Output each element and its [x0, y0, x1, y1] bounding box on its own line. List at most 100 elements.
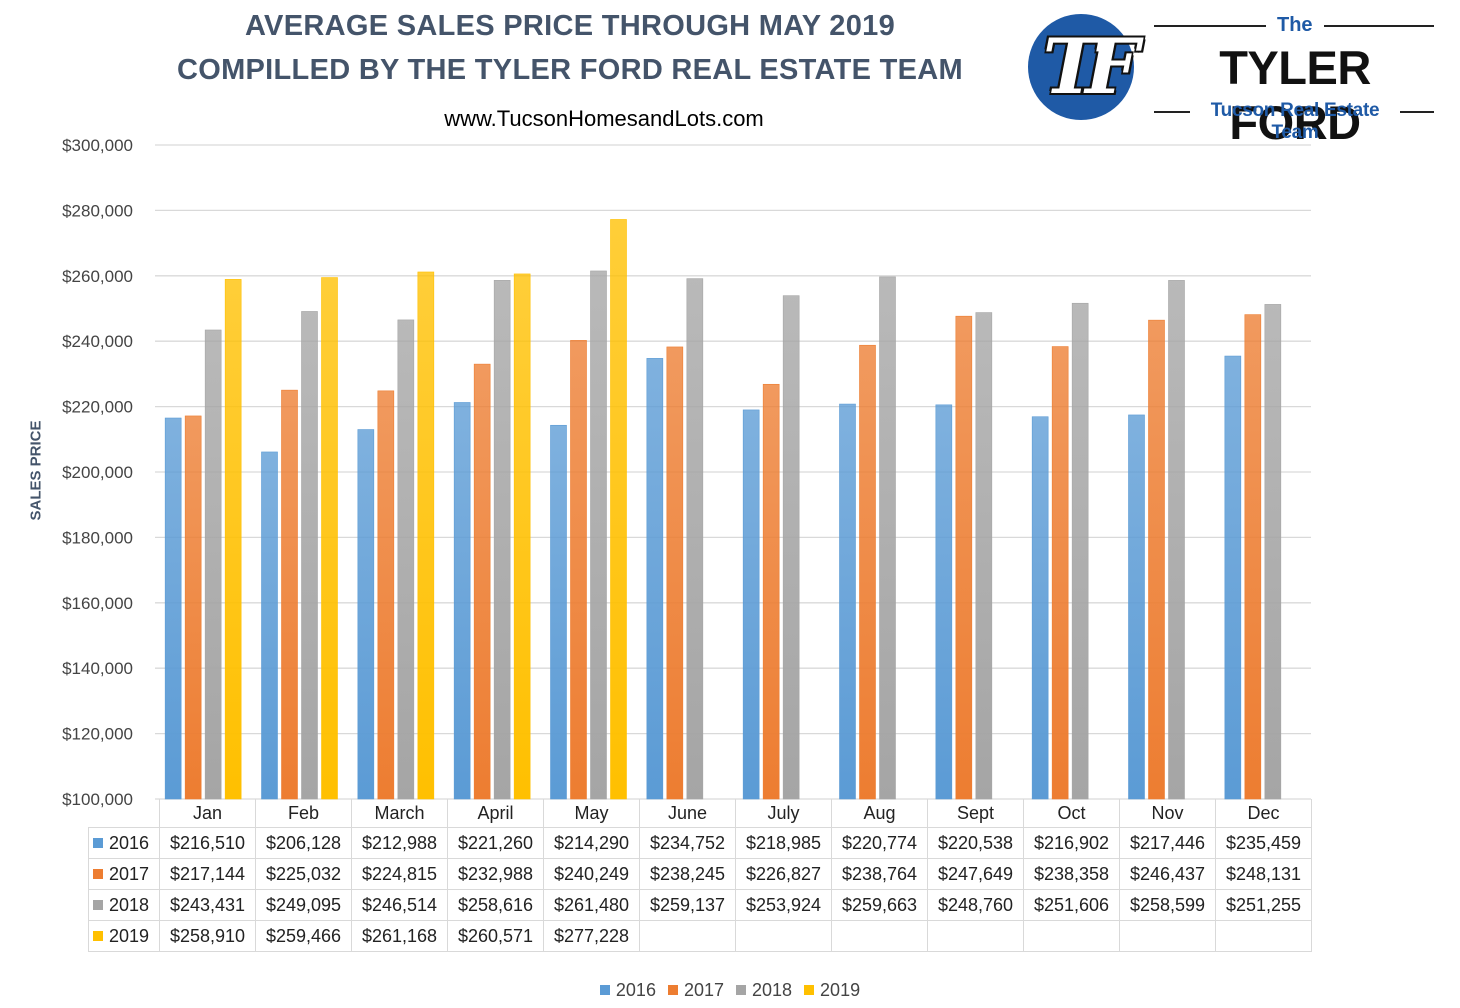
data-label: $218,985 — [735, 827, 832, 859]
series-row-header: 2016 — [88, 827, 160, 859]
x-tick-label: Jan — [159, 799, 256, 828]
y-tick-label: $220,000 — [62, 398, 133, 417]
series-name: 2019 — [109, 925, 150, 946]
series-row-header: 2019 — [88, 920, 160, 952]
y-axis-label: SALES PRICE — [27, 420, 45, 521]
x-tick-label: Oct — [1023, 799, 1120, 828]
bar-2018-march — [397, 319, 415, 800]
data-label: $214,290 — [543, 827, 640, 859]
series-key-swatch — [93, 930, 103, 941]
data-label: $246,437 — [1119, 858, 1216, 890]
data-label: $206,128 — [255, 827, 352, 859]
bar-2018-july — [782, 295, 800, 800]
x-tick-label: Aug — [831, 799, 928, 828]
data-label: $258,599 — [1119, 889, 1216, 921]
bar-2019-may — [610, 219, 627, 800]
legend: 2016 2017 2018 2019 — [0, 980, 1460, 1001]
bar-2018-jan — [204, 329, 222, 800]
legend-item: 2018 — [736, 980, 792, 1001]
data-label: $246,514 — [351, 889, 448, 921]
bar-2016-nov — [1128, 414, 1145, 800]
bar-2016-july — [742, 409, 760, 800]
bar-2017-april — [473, 363, 491, 800]
data-label — [1119, 920, 1216, 952]
x-tick-label: Sept — [927, 799, 1024, 828]
data-label: $220,774 — [831, 827, 928, 859]
y-tick-label: $160,000 — [62, 594, 133, 613]
data-label — [927, 920, 1024, 952]
data-label: $260,571 — [447, 920, 544, 952]
legend-label: 2019 — [820, 980, 861, 1000]
logo-rule — [1324, 25, 1434, 27]
data-label: $217,446 — [1119, 827, 1216, 859]
bar-2016-oct — [1031, 416, 1049, 800]
data-table: Jan Feb March April May June July Aug Sept Oct Nov… — [88, 799, 1312, 952]
data-label: $261,480 — [543, 889, 640, 921]
y-tick-label: $180,000 — [62, 528, 133, 547]
data-label: $234,752 — [639, 827, 736, 859]
legend-item: 2017 — [667, 980, 724, 1001]
data-label — [639, 920, 736, 952]
data-label: $258,616 — [447, 889, 544, 921]
bar-2017-july — [762, 383, 780, 800]
data-label — [1215, 920, 1312, 952]
table-row: 2017 $217,144 $225,032 $224,815 $232,988 $240… — [88, 858, 1312, 890]
data-label: $251,606 — [1023, 889, 1120, 921]
table-row: 2019 $258,910 $259,466 $261,168 $260,571 $277… — [88, 920, 1312, 952]
logo-name: TYLER FORD — [1219, 41, 1371, 149]
x-tick-label: Feb — [255, 799, 352, 828]
series-name: 2018 — [109, 894, 150, 915]
y-tick-label: $120,000 — [62, 725, 133, 744]
series-key-swatch — [93, 899, 103, 910]
y-tick-label: $260,000 — [62, 267, 133, 286]
data-label: $232,988 — [447, 858, 544, 890]
data-label: $249,095 — [255, 889, 352, 921]
data-label: $248,760 — [927, 889, 1024, 921]
data-label: $220,538 — [927, 827, 1024, 859]
data-label: $259,137 — [639, 889, 736, 921]
series-name: 2016 — [109, 832, 150, 853]
gridlines — [155, 144, 1311, 800]
bar-2017-march — [377, 390, 395, 800]
data-label: $216,902 — [1023, 827, 1120, 859]
bar-2017-oct — [1051, 346, 1069, 800]
x-tick-label: May — [543, 799, 640, 828]
bar-2019-feb — [321, 277, 338, 800]
table-row: 2018 $243,431 $249,095 $246,514 $258,616 $261… — [88, 889, 1312, 921]
data-label: $261,168 — [351, 920, 448, 952]
bar-2017-june — [666, 346, 684, 800]
x-tick-label: July — [735, 799, 832, 828]
x-tick-label: March — [351, 799, 448, 828]
table-corner — [89, 799, 160, 828]
bar-2016-sept — [935, 404, 953, 800]
bar-2018-nov — [1168, 280, 1185, 800]
logo-the-text: The — [1277, 14, 1313, 36]
data-label: $225,032 — [255, 858, 352, 890]
bar-2019-april — [513, 273, 531, 800]
x-tick-label: Dec — [1215, 799, 1312, 828]
table-row: 2016 $216,510 $206,128 $212,988 $221,260 $214… — [88, 827, 1312, 859]
series-row-header: 2017 — [88, 858, 160, 890]
data-label: $259,663 — [831, 889, 928, 921]
y-tick-label: $100,000 — [62, 790, 133, 809]
data-label — [735, 920, 832, 952]
data-label — [831, 920, 928, 952]
bar-2018-aug — [879, 276, 896, 800]
bar-2017-feb — [281, 389, 298, 800]
data-label: $277,228 — [543, 920, 640, 952]
data-label: $258,910 — [159, 920, 256, 952]
bars — [164, 219, 1282, 800]
logo-monogram: TF — [1042, 22, 1140, 111]
bar-2017-jan — [184, 415, 202, 800]
logo-subtitle: Tucson Real Estate Team — [1210, 100, 1380, 143]
chart-subtitle: COMPILLED BY THE TYLER FORD REAL ESTATE … — [176, 54, 964, 86]
bar-2018-oct — [1071, 302, 1089, 800]
data-label: $259,466 — [255, 920, 352, 952]
x-tick-label: June — [639, 799, 736, 828]
series-name: 2017 — [109, 863, 150, 884]
x-tick-label: Nov — [1119, 799, 1216, 828]
bar-2017-dec — [1244, 314, 1262, 800]
y-tick-label: $200,000 — [62, 463, 133, 482]
bar-2016-june — [646, 358, 664, 800]
